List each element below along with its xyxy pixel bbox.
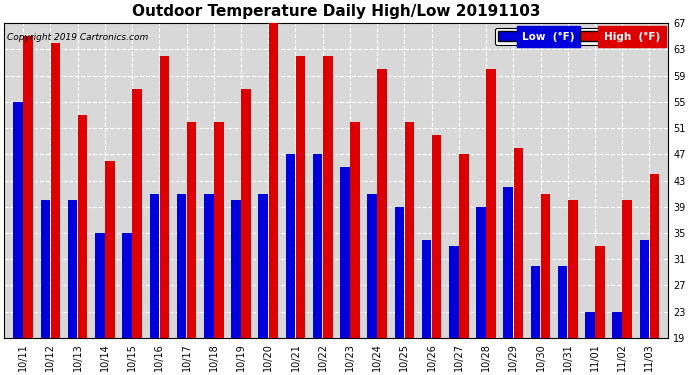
- Bar: [259, 194, 268, 338]
- Bar: [23, 36, 33, 338]
- Bar: [296, 56, 305, 338]
- Bar: [313, 154, 322, 338]
- Title: Outdoor Temperature Daily High/Low 20191103: Outdoor Temperature Daily High/Low 20191…: [132, 4, 540, 19]
- Bar: [531, 266, 540, 338]
- Bar: [351, 122, 359, 338]
- Bar: [558, 266, 567, 338]
- Bar: [231, 200, 241, 338]
- Bar: [513, 148, 523, 338]
- Bar: [78, 115, 88, 338]
- Text: Copyright 2019 Cartronics.com: Copyright 2019 Cartronics.com: [8, 33, 149, 42]
- Bar: [459, 154, 469, 338]
- Bar: [159, 56, 169, 338]
- Bar: [204, 194, 213, 338]
- Bar: [122, 233, 132, 338]
- Bar: [377, 69, 387, 338]
- Bar: [650, 174, 659, 338]
- Bar: [340, 167, 350, 338]
- Bar: [286, 154, 295, 338]
- Bar: [105, 161, 115, 338]
- Bar: [504, 187, 513, 338]
- Bar: [323, 56, 333, 338]
- Bar: [640, 240, 649, 338]
- Bar: [187, 122, 197, 338]
- Bar: [404, 122, 414, 338]
- Bar: [132, 89, 142, 338]
- Bar: [476, 207, 486, 338]
- Bar: [422, 240, 431, 338]
- Bar: [41, 200, 50, 338]
- Legend: Low  (°F), High  (°F): Low (°F), High (°F): [495, 28, 663, 45]
- Bar: [541, 194, 551, 338]
- Bar: [395, 207, 404, 338]
- Bar: [51, 43, 60, 338]
- Bar: [622, 200, 632, 338]
- Bar: [150, 194, 159, 338]
- Bar: [595, 246, 604, 338]
- Bar: [177, 194, 186, 338]
- Bar: [241, 89, 251, 338]
- Bar: [585, 312, 595, 338]
- Bar: [613, 312, 622, 338]
- Bar: [449, 246, 459, 338]
- Bar: [68, 200, 77, 338]
- Bar: [13, 102, 23, 338]
- Bar: [568, 200, 578, 338]
- Bar: [214, 122, 224, 338]
- Bar: [268, 23, 278, 338]
- Bar: [486, 69, 496, 338]
- Bar: [95, 233, 105, 338]
- Bar: [432, 135, 442, 338]
- Bar: [367, 194, 377, 338]
